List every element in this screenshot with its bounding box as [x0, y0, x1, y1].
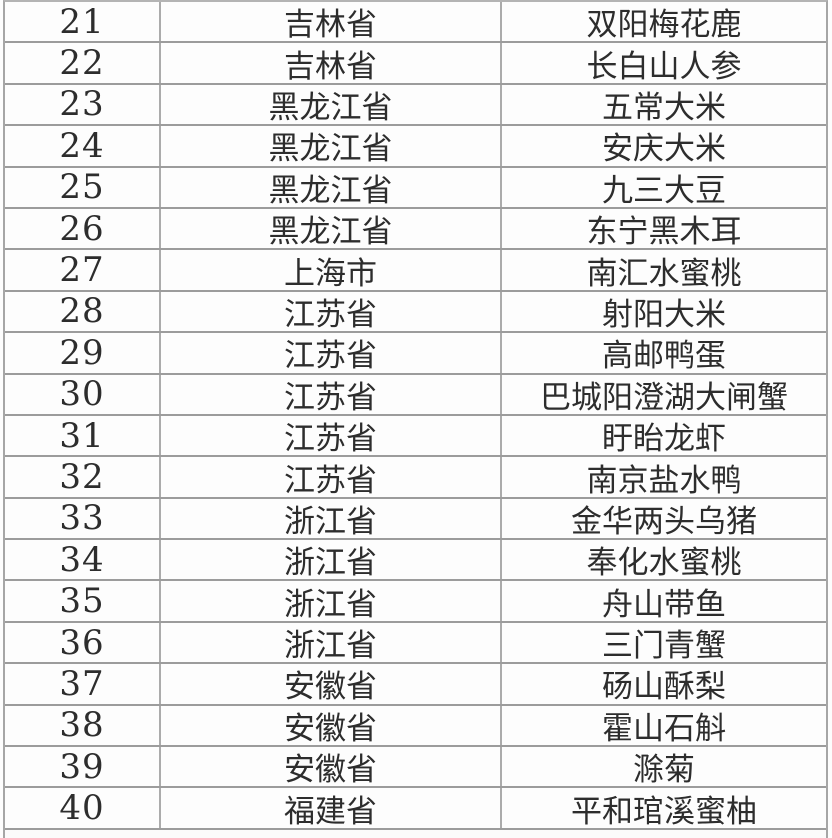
- row-province: 黑龙江省: [161, 208, 502, 249]
- next-row-partial: [5, 829, 826, 838]
- table-row: 40 福建省 平和琯溪蜜柚: [5, 788, 826, 830]
- table-row: 39 安徽省 滁菊: [5, 747, 826, 789]
- row-index: 28: [5, 291, 161, 332]
- row-product: 高邮鸭蛋: [602, 338, 726, 373]
- row-index: 37: [5, 664, 161, 704]
- row-product: 砀山酥梨: [602, 669, 726, 704]
- row-product: 九三大豆: [602, 172, 726, 207]
- row-province: 浙江省: [161, 622, 502, 663]
- row-province: 安徽省: [161, 705, 502, 746]
- row-product: 安庆大米: [602, 131, 726, 166]
- row-index: 23: [5, 84, 161, 125]
- row-index: 27: [5, 250, 161, 290]
- row-province: 江苏省: [161, 415, 502, 456]
- table-row: 26 黑龙江省 东宁黑木耳: [5, 208, 826, 251]
- row-province: 上海市: [161, 250, 502, 290]
- row-index: 26: [5, 208, 161, 249]
- row-product: 双阳梅花鹿: [586, 7, 742, 42]
- row-index: 34: [5, 540, 161, 580]
- row-province: 江苏省: [161, 374, 502, 414]
- row-province: 浙江省: [161, 540, 502, 580]
- row-index: 40: [5, 788, 161, 828]
- table-row: 37 安徽省 砀山酥梨: [5, 664, 826, 706]
- row-product: 奉化水蜜桃: [586, 545, 742, 580]
- row-province: 安徽省: [161, 664, 502, 704]
- row-province: 吉林省: [161, 43, 502, 83]
- table-row: 24 黑龙江省 安庆大米: [5, 126, 826, 168]
- row-province: 浙江省: [161, 581, 502, 621]
- row-index: 36: [5, 622, 161, 663]
- row-product: 长白山人参: [586, 48, 742, 83]
- row-product: 巴城阳澄湖大闸蟹: [540, 379, 788, 414]
- row-product: 三门青蟹: [602, 628, 726, 663]
- table-row: 38 安徽省 霍山石斛: [5, 705, 826, 748]
- table-row: 28 江苏省 射阳大米: [5, 291, 826, 334]
- table-row: 31 江苏省 盱眙龙虾: [5, 415, 826, 458]
- row-province: 江苏省: [161, 291, 502, 332]
- table-row: 27 上海市 南汇水蜜桃: [5, 250, 826, 292]
- row-product: 金华两头乌猪: [571, 503, 757, 539]
- table-row: 29 江苏省 高邮鸭蛋: [5, 333, 826, 375]
- row-product: 南京盐水鸭: [586, 462, 742, 497]
- table-row: 33 浙江省 金华两头乌猪: [5, 498, 826, 541]
- table-row: 22 吉林省 长白山人参: [5, 43, 826, 85]
- row-index: 33: [5, 498, 161, 539]
- row-province: 吉林省: [161, 2, 502, 42]
- row-index: 32: [5, 457, 161, 497]
- row-index: 35: [5, 581, 161, 621]
- row-product: 射阳大米: [602, 296, 726, 332]
- row-product: 舟山带鱼: [602, 586, 726, 621]
- row-product: 南汇水蜜桃: [586, 255, 742, 290]
- table-row: 32 江苏省 南京盐水鸭: [5, 457, 826, 499]
- row-product: 东宁黑木耳: [586, 214, 742, 249]
- row-index: 30: [5, 374, 161, 414]
- table-row: 34 浙江省 奉化水蜜桃: [5, 540, 826, 582]
- row-index: 39: [5, 747, 161, 787]
- row-province: 浙江省: [161, 498, 502, 539]
- row-province: 黑龙江省: [161, 84, 502, 125]
- row-product: 平和琯溪蜜柚: [571, 793, 757, 828]
- row-index: 22: [5, 43, 161, 83]
- row-index: 21: [5, 2, 161, 42]
- table-row: 21 吉林省 双阳梅花鹿: [5, 2, 826, 44]
- row-index: 29: [5, 333, 161, 373]
- table-row: 25 黑龙江省 九三大豆: [5, 167, 826, 209]
- row-index: 31: [5, 415, 161, 456]
- row-index: 25: [5, 167, 161, 207]
- row-product: 五常大米: [602, 89, 726, 125]
- table-grid: 21 吉林省 双阳梅花鹿 22 吉林省 长白山人参 23 黑龙江省 五常大米 2…: [3, 0, 828, 838]
- table-row: 36 浙江省 三门青蟹: [5, 622, 826, 665]
- table-row: 30 江苏省 巴城阳澄湖大闸蟹: [5, 374, 826, 416]
- row-product: 滁菊: [633, 752, 695, 787]
- row-province: 安徽省: [161, 747, 502, 787]
- table-row: 23 黑龙江省 五常大米: [5, 84, 826, 127]
- row-index: 24: [5, 126, 161, 166]
- row-product: 盱眙龙虾: [602, 421, 726, 456]
- row-province: 江苏省: [161, 457, 502, 497]
- row-product: 霍山石斛: [602, 710, 726, 746]
- row-province: 黑龙江省: [161, 167, 502, 207]
- row-index: 38: [5, 705, 161, 746]
- row-province: 江苏省: [161, 333, 502, 373]
- row-province: 黑龙江省: [161, 126, 502, 166]
- table-row: 35 浙江省 舟山带鱼: [5, 581, 826, 623]
- row-province: 福建省: [161, 788, 502, 828]
